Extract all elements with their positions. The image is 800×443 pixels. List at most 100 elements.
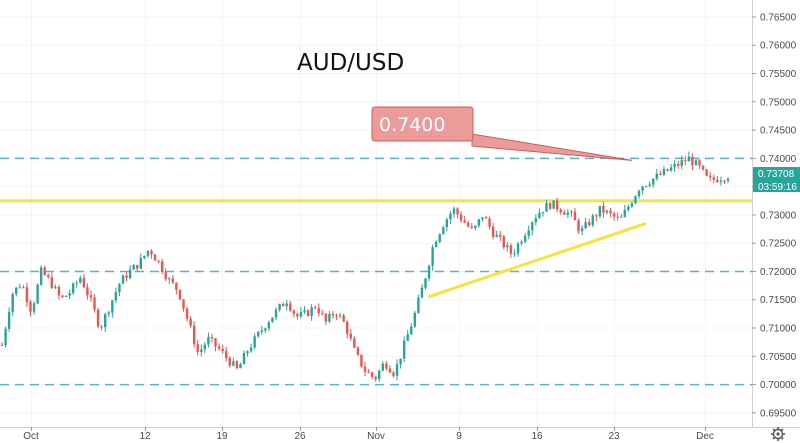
candle: [370, 371, 374, 380]
candle: [32, 301, 36, 315]
candle: [570, 209, 573, 218]
candle: [356, 345, 360, 356]
candle: [278, 303, 281, 312]
candle: [118, 283, 121, 297]
last-price-tag: 0.73708 03:59:16: [753, 167, 800, 193]
candle: [484, 215, 488, 219]
x-tick-label: 26: [294, 431, 306, 442]
callout-group[interactable]: 0.7400: [371, 106, 633, 161]
candle: [712, 174, 715, 184]
candle: [584, 217, 587, 230]
candle: [709, 171, 712, 182]
candle: [520, 239, 523, 246]
candle: [338, 312, 342, 319]
candle: [82, 274, 86, 288]
x-tick-label: Oct: [23, 431, 39, 442]
x-tick-label: 9: [456, 431, 462, 442]
candle: [449, 211, 452, 224]
time-axis[interactable]: Oct 12 19 26 Nov 9 16 23 Dec: [23, 427, 714, 442]
candle: [434, 240, 438, 248]
y-tick-label: 0.70000: [760, 380, 797, 391]
callout-label: 0.7400: [379, 114, 445, 136]
candle: [214, 337, 217, 352]
candle: [420, 284, 424, 298]
candle: [132, 264, 135, 270]
candle: [317, 303, 320, 317]
chart-title: AUD/USD: [297, 50, 404, 76]
rising-trendline[interactable]: [427, 221, 647, 299]
y-tick-label: 0.70500: [760, 352, 797, 363]
candle: [249, 343, 253, 353]
trendline-group[interactable]: [427, 221, 647, 299]
candles: [0, 151, 730, 383]
x-tick-label: 19: [216, 431, 228, 442]
candle: [143, 255, 146, 260]
candle: [267, 320, 271, 331]
y-tick-label: 0.75000: [760, 97, 797, 108]
candle: [680, 155, 683, 170]
candle: [64, 295, 68, 298]
candle: [452, 206, 456, 218]
candle: [160, 258, 164, 275]
candle: [47, 273, 50, 279]
candle: [691, 153, 694, 171]
candle: [210, 333, 214, 343]
candle: [18, 283, 21, 289]
candle: [335, 313, 338, 321]
candle: [470, 222, 473, 230]
candle: [43, 265, 46, 276]
candle: [235, 360, 239, 370]
candle: [445, 217, 449, 232]
candle: [324, 313, 328, 326]
candle: [648, 181, 651, 188]
candle: [609, 207, 612, 218]
candle: [588, 218, 591, 227]
candle: [442, 225, 445, 235]
candle: [153, 253, 157, 261]
candle: [488, 216, 491, 230]
y-tick-label: 0.69500: [760, 408, 797, 419]
candle: [527, 225, 530, 239]
candle: [555, 197, 559, 213]
candle: [523, 233, 527, 244]
candle: [203, 342, 207, 353]
candle: [296, 312, 299, 320]
candle: [363, 361, 367, 376]
candle: [367, 369, 370, 373]
candle: [68, 289, 71, 299]
candle: [595, 213, 598, 221]
candle: [303, 306, 306, 314]
candle: [385, 361, 388, 371]
x-tick-label: Dec: [696, 431, 714, 442]
candle: [136, 264, 139, 272]
candle: [463, 216, 466, 224]
candle: [207, 332, 210, 348]
candle: [388, 365, 392, 374]
y-tick-label: 0.76000: [760, 41, 797, 52]
candle: [509, 243, 513, 258]
candle: [424, 277, 427, 290]
candle: [580, 225, 584, 236]
candle: [598, 205, 602, 218]
last-price-label: 0.73708: [758, 169, 795, 180]
candle: [630, 201, 634, 208]
settings-gear-icon[interactable]: [771, 427, 785, 441]
candle: [185, 306, 189, 322]
candle: [257, 330, 260, 339]
candle: [477, 218, 481, 228]
candle: [644, 185, 648, 188]
candle: [114, 287, 118, 304]
candle: [634, 195, 637, 205]
candle: [694, 158, 698, 166]
candle: [506, 241, 509, 252]
candle: [189, 315, 192, 328]
candle: [499, 230, 502, 242]
candle: [15, 287, 18, 297]
candle: [328, 310, 331, 324]
candle: [292, 309, 296, 318]
candle: [410, 323, 413, 335]
y-tick-label: 0.75500: [760, 69, 797, 80]
candle: [602, 201, 605, 218]
candle: [402, 336, 406, 363]
candle: [623, 204, 626, 218]
